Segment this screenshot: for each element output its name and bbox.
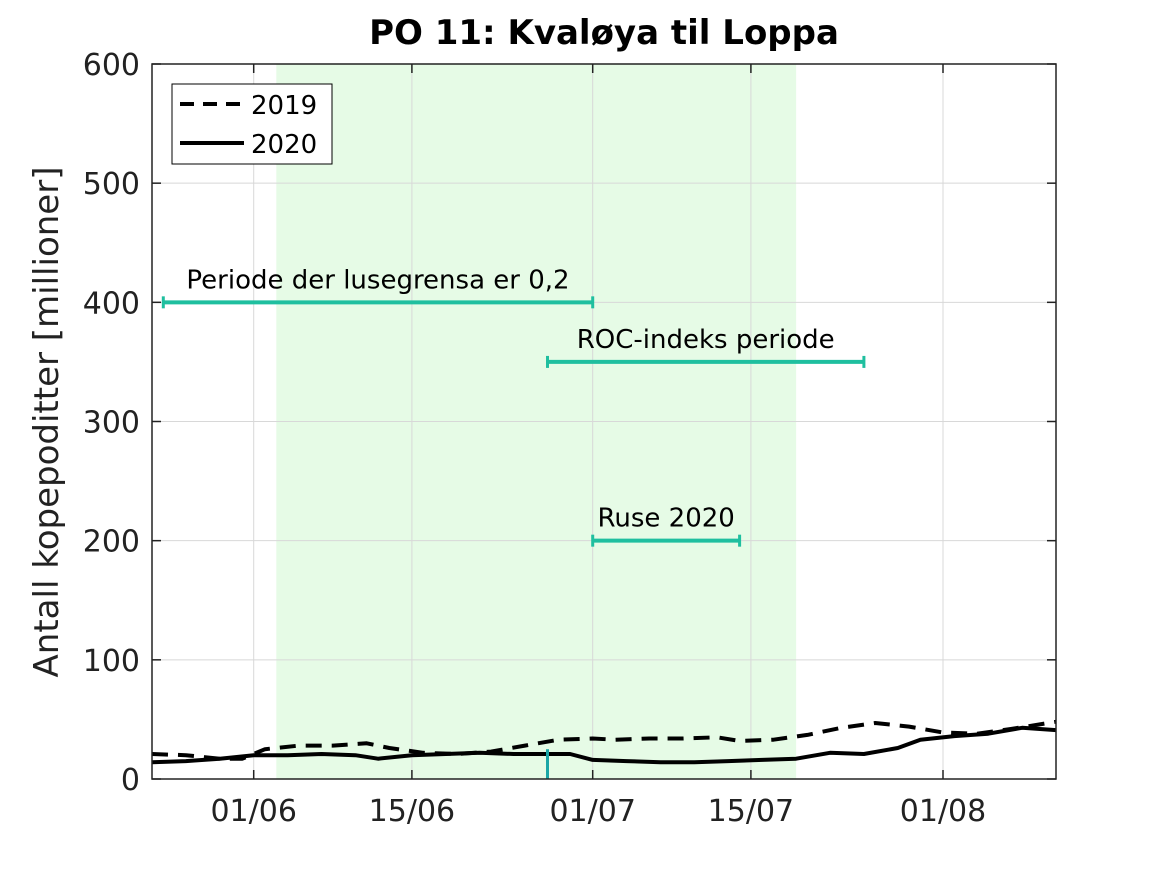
- legend-box: [171, 83, 333, 165]
- series-line-2020: [151, 725, 1057, 765]
- annotation-label-0: Periode der lusegrensa er 0,2: [186, 265, 569, 295]
- legend-2020-label: 2020: [251, 130, 317, 160]
- y-tick-label: 300: [83, 406, 140, 441]
- y-tick-label: 500: [83, 167, 140, 202]
- x-tick-label: 01/08: [900, 794, 986, 829]
- annotation-group: Periode der lusegrensa er 0,2 ROC-indeks …: [161, 265, 866, 779]
- x-tick-label: 01/07: [549, 794, 635, 829]
- x-tick-label: 15/07: [708, 794, 794, 829]
- axes-group: 0 100 200 300 400 500 600 01/06 15/06 01/07 15/07 0…: [83, 48, 1057, 829]
- y-tick-label: 0: [121, 763, 140, 798]
- annotation-label-2: Ruse 2020: [597, 504, 734, 534]
- x-tick-label: 01/06: [210, 794, 296, 829]
- series-group: [151, 719, 1057, 765]
- y-axis-label: Antall kopepoditter [millioner]: [27, 167, 67, 678]
- y-tick-label: 100: [83, 644, 140, 679]
- y-tick-label: 200: [83, 525, 140, 560]
- x-tick-label: 15/06: [369, 794, 455, 829]
- annotation-label-1: ROC-indeks periode: [577, 325, 835, 355]
- y-tick-label: 600: [83, 48, 140, 83]
- y-tick-label: 400: [83, 286, 140, 321]
- chart-title: PO 11: Kvaløya til Loppa: [369, 13, 839, 53]
- series-line-2019: [151, 719, 1057, 761]
- legend-2019-label: 2019: [251, 91, 317, 121]
- legend: 2019 2020: [171, 83, 333, 165]
